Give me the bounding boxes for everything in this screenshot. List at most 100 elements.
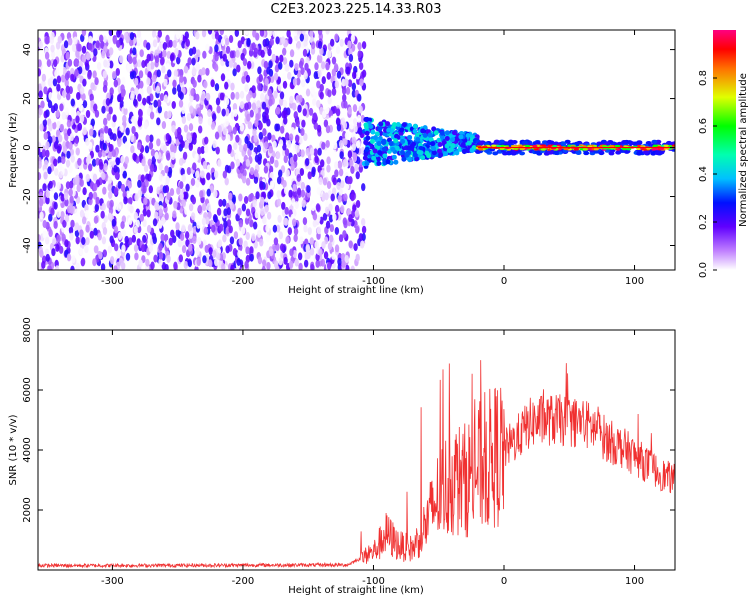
heatmap-cell: [232, 126, 237, 135]
heatmap-cell: [284, 217, 289, 226]
heatmap-cell: [349, 121, 354, 130]
heatmap-cell: [191, 46, 197, 55]
heatmap-cell: [498, 139, 505, 144]
heatmap-cell: [228, 192, 233, 201]
heatmap-cell: [400, 139, 406, 145]
heatmap-cell: [493, 139, 500, 144]
heatmap-cell: [315, 203, 321, 212]
heatmap-cell: [82, 100, 88, 109]
heatmap-cell: [65, 85, 70, 94]
heatmap-cell: [56, 83, 61, 92]
heatmap-cell: [120, 221, 125, 230]
heatmap-cell: [218, 198, 223, 207]
heatmap-cell: [200, 93, 206, 102]
heatmap-cell: [352, 152, 358, 161]
y-tick-label: 0: [22, 144, 33, 150]
heatmap-cell: [53, 141, 59, 150]
heatmap-cell: [102, 186, 107, 195]
heatmap-cell: [251, 102, 257, 111]
heatmap-cell: [280, 36, 286, 45]
heatmap-cell: [93, 227, 98, 236]
heatmap-cell: [196, 49, 201, 58]
heatmap-cell: [325, 30, 330, 35]
heatmap-cell: [59, 103, 64, 112]
heatmap-cell: [173, 200, 178, 209]
heatmap-cell: [460, 141, 466, 147]
heatmap-cell: [354, 209, 360, 218]
heatmap-cell: [309, 247, 315, 256]
heatmap-cell: [150, 261, 155, 270]
heatmap-cell: [327, 96, 332, 105]
heatmap-cell: [247, 148, 252, 157]
heatmap-cell: [636, 151, 643, 156]
heatmap-cell: [165, 34, 170, 43]
heatmap-cell: [142, 208, 147, 217]
heatmap-cell: [279, 243, 285, 252]
heatmap-cell: [326, 164, 331, 173]
heatmap-cell: [358, 105, 363, 114]
heatmap-cell: [277, 83, 282, 92]
heatmap-cell: [56, 75, 62, 84]
heatmap-cell: [169, 144, 175, 153]
heatmap-cell: [521, 140, 528, 145]
heatmap-cell: [260, 92, 265, 101]
heatmap-cell: [343, 193, 348, 202]
heatmap-cell: [281, 201, 286, 210]
heatmap-cell: [352, 204, 357, 213]
heatmap-cell: [328, 214, 334, 223]
heatmap-cell: [339, 151, 344, 160]
heatmap-cell: [238, 237, 243, 246]
heatmap-cell: [219, 92, 225, 101]
heatmap-cell: [207, 109, 212, 118]
heatmap-cell: [276, 198, 282, 207]
heatmap-cell: [127, 180, 132, 189]
heatmap-cell: [307, 114, 313, 123]
heatmap-cell: [292, 102, 297, 111]
heatmap-cell: [546, 139, 553, 144]
heatmap-cell: [147, 86, 152, 95]
heatmap-cell: [76, 92, 81, 101]
heatmap-cell: [82, 127, 87, 136]
heatmap-cell: [621, 147, 627, 151]
heatmap-cell: [411, 141, 417, 147]
heatmap-cell: [201, 217, 207, 226]
heatmap-cell: [361, 183, 366, 192]
heatmap-cell: [242, 64, 247, 73]
heatmap-cell: [102, 227, 108, 236]
heatmap-cell: [213, 214, 218, 223]
colorbar-tick-label: 0.6: [698, 118, 709, 134]
heatmap-cell: [107, 176, 112, 185]
heatmap-cell: [153, 99, 158, 108]
heatmap-cell: [319, 83, 324, 92]
heatmap-cell: [321, 241, 326, 250]
y-tick-label: 6000: [22, 377, 33, 402]
heatmap-cell: [161, 175, 167, 184]
heatmap-cell: [61, 233, 66, 242]
heatmap-cell: [172, 40, 177, 49]
heatmap-cell: [337, 194, 342, 203]
heatmap-cell: [52, 121, 57, 130]
heatmap-cell: [437, 141, 443, 147]
heatmap-cell: [73, 36, 78, 45]
heatmap-cell: [296, 30, 302, 36]
heatmap-cell: [79, 209, 85, 218]
heatmap-cell: [183, 124, 189, 133]
snr-x-ticks: -300 -200 -100 0 100: [101, 330, 644, 587]
heatmap-cell: [284, 123, 289, 132]
heatmap-cell: [123, 196, 128, 205]
heatmap-cell: [407, 134, 413, 140]
heatmap-cell: [329, 224, 335, 233]
heatmap-cell: [553, 150, 560, 155]
heatmap-cell: [214, 83, 220, 92]
heatmap-cell: [117, 232, 123, 241]
heatmap-cell: [183, 261, 189, 270]
heatmap-cell: [137, 179, 142, 188]
heatmap-cell: [283, 155, 288, 164]
heatmap-cell: [213, 63, 219, 72]
heatmap-cell: [316, 80, 321, 89]
heatmap-cell: [350, 34, 356, 43]
heatmap-cell: [332, 149, 337, 158]
heatmap-cell: [39, 123, 44, 132]
heatmap-cell: [81, 45, 87, 54]
heatmap-cell: [243, 143, 248, 152]
